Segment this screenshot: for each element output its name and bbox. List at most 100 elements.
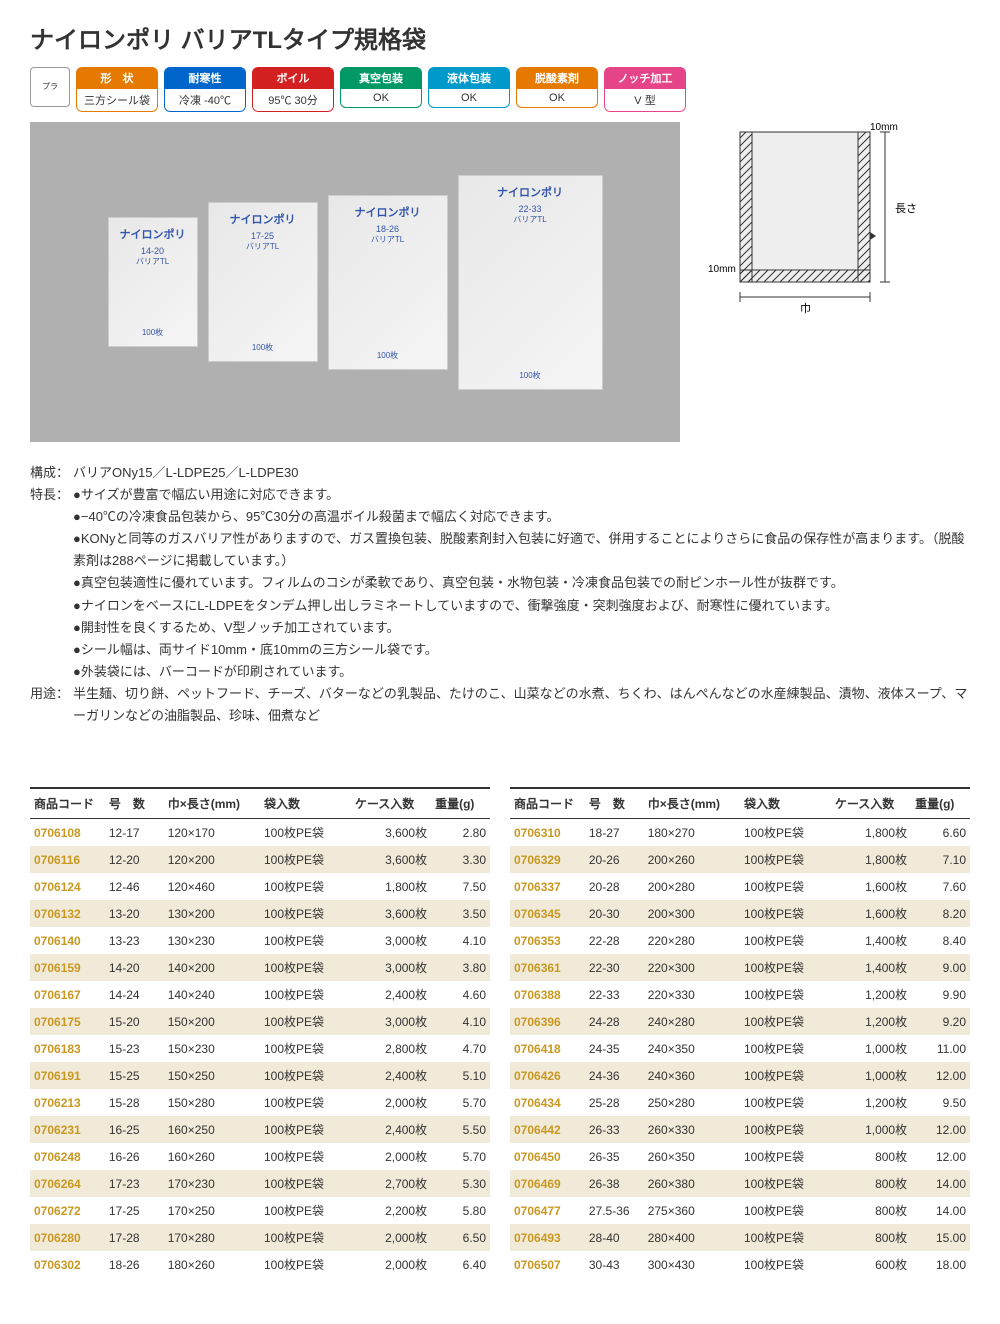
cell-pack: 100枚PE袋: [260, 873, 351, 900]
bag-series: バリアTL: [136, 256, 169, 267]
cell-size: 120×200: [164, 846, 260, 873]
table-row: 070639624-28240×280100枚PE袋1,200枚9.20: [510, 1008, 970, 1035]
cell-weight: 5.80: [431, 1197, 490, 1224]
cell-case: 2,000枚: [351, 1143, 431, 1170]
spec-badge: 形 状三方シール袋: [76, 67, 158, 112]
page-title: ナイロンポリ バリアTLタイプ規格袋: [30, 20, 970, 55]
cell-size: 260×380: [644, 1170, 740, 1197]
spec-badge: ボイル95℃ 30分: [252, 67, 334, 112]
table-row: 070623116-25160×250100枚PE袋2,400枚5.50: [30, 1116, 490, 1143]
table-row: 070616714-24140×240100枚PE袋2,400枚4.60: [30, 981, 490, 1008]
cell-num: 20-30: [585, 900, 644, 927]
cell-size: 200×260: [644, 846, 740, 873]
cell-num: 15-23: [105, 1035, 164, 1062]
cell-size: 280×400: [644, 1224, 740, 1251]
cell-case: 2,000枚: [351, 1089, 431, 1116]
cell-case: 3,000枚: [351, 954, 431, 981]
cell-num: 22-28: [585, 927, 644, 954]
cell-weight: 5.70: [431, 1143, 490, 1170]
table-row: 070626417-23170×230100枚PE袋2,700枚5.30: [30, 1170, 490, 1197]
badge-bottom: OK: [428, 89, 510, 108]
cell-case: 1,000枚: [831, 1035, 911, 1062]
cell-code: 0706132: [30, 900, 105, 927]
cell-code: 0706442: [510, 1116, 585, 1143]
cell-num: 15-25: [105, 1062, 164, 1089]
cell-case: 1,400枚: [831, 927, 911, 954]
cell-case: 2,700枚: [351, 1170, 431, 1197]
cell-case: 3,600枚: [351, 900, 431, 927]
cell-case: 1,000枚: [831, 1062, 911, 1089]
cell-size: 130×200: [164, 900, 260, 927]
product-bag: ナイロンポリ18-26バリアTL100枚: [328, 195, 448, 370]
badge-top: 真空包装: [340, 67, 422, 89]
table-row: 070649328-40280×400100枚PE袋800枚15.00: [510, 1224, 970, 1251]
cell-code: 0706159: [30, 954, 105, 981]
cell-weight: 4.10: [431, 1008, 490, 1035]
cell-case: 800枚: [831, 1197, 911, 1224]
table-row: 070645026-35260×350100枚PE袋800枚12.00: [510, 1143, 970, 1170]
cell-pack: 100枚PE袋: [260, 1116, 351, 1143]
cell-case: 2,200枚: [351, 1197, 431, 1224]
cell-num: 17-23: [105, 1170, 164, 1197]
table-row: 070631018-27180×270100枚PE袋1,800枚6.60: [510, 819, 970, 847]
cell-pack: 100枚PE袋: [740, 873, 831, 900]
cell-pack: 100枚PE袋: [740, 1062, 831, 1089]
cell-weight: 9.90: [911, 981, 970, 1008]
dimension-diagram: 10mm 10mm 長さ 巾: [700, 122, 940, 322]
cell-weight: 6.50: [431, 1224, 490, 1251]
cell-pack: 100枚PE袋: [260, 900, 351, 927]
cell-weight: 3.30: [431, 846, 490, 873]
bag-series: バリアTL: [371, 234, 404, 245]
cell-case: 3,600枚: [351, 819, 431, 847]
cell-num: 12-17: [105, 819, 164, 847]
cell-weight: 9.00: [911, 954, 970, 981]
cell-size: 170×230: [164, 1170, 260, 1197]
diagram-length-label: 長さ: [895, 202, 917, 215]
cell-weight: 11.00: [911, 1035, 970, 1062]
composition-value: バリアONy15／L-LDPE25／L-LDPE30: [73, 462, 298, 484]
spec-badge: 脱酸素剤OK: [516, 67, 598, 112]
bag-series: バリアTL: [513, 214, 546, 225]
cell-code: 0706213: [30, 1089, 105, 1116]
cell-case: 1,600枚: [831, 873, 911, 900]
cell-code: 0706124: [30, 873, 105, 900]
table-row: 070644226-33260×330100枚PE袋1,000枚12.00: [510, 1116, 970, 1143]
cell-case: 2,800枚: [351, 1035, 431, 1062]
cell-size: 180×260: [164, 1251, 260, 1278]
bag-qty: 100枚: [252, 342, 273, 353]
table-row: 070638822-33220×330100枚PE袋1,200枚9.90: [510, 981, 970, 1008]
cell-case: 2,000枚: [351, 1251, 431, 1278]
cell-code: 0706507: [510, 1251, 585, 1278]
cell-size: 140×240: [164, 981, 260, 1008]
cell-weight: 12.00: [911, 1116, 970, 1143]
badge-bottom: 冷凍 -40℃: [164, 89, 246, 112]
cell-case: 2,400枚: [351, 981, 431, 1008]
cell-size: 180×270: [644, 819, 740, 847]
cell-weight: 5.10: [431, 1062, 490, 1089]
cell-case: 1,200枚: [831, 981, 911, 1008]
badge-bottom: 95℃ 30分: [252, 89, 334, 112]
th-weight: 重量(g): [431, 788, 490, 819]
cell-weight: 18.00: [911, 1251, 970, 1278]
cell-size: 200×280: [644, 873, 740, 900]
product-bag: ナイロンポリ22-33バリアTL100枚: [458, 175, 603, 390]
table-row: 070647727.5-36275×360100枚PE袋800枚14.00: [510, 1197, 970, 1224]
cell-pack: 100枚PE袋: [740, 1224, 831, 1251]
table-row: 070636122-30220×300100枚PE袋1,400枚9.00: [510, 954, 970, 981]
cell-pack: 100枚PE袋: [740, 1116, 831, 1143]
cell-code: 0706280: [30, 1224, 105, 1251]
th-case: ケース入数: [831, 788, 911, 819]
cell-case: 800枚: [831, 1143, 911, 1170]
cell-pack: 100枚PE袋: [260, 1197, 351, 1224]
usage-label: 用途：: [30, 683, 69, 727]
cell-num: 22-30: [585, 954, 644, 981]
cell-pack: 100枚PE袋: [740, 900, 831, 927]
cell-num: 18-27: [585, 819, 644, 847]
cell-size: 150×280: [164, 1089, 260, 1116]
cell-weight: 7.10: [911, 846, 970, 873]
table-row: 070627217-25170×250100枚PE袋2,200枚5.80: [30, 1197, 490, 1224]
cell-code: 0706329: [510, 846, 585, 873]
cell-num: 18-26: [105, 1251, 164, 1278]
cell-weight: 14.00: [911, 1170, 970, 1197]
cell-num: 13-23: [105, 927, 164, 954]
